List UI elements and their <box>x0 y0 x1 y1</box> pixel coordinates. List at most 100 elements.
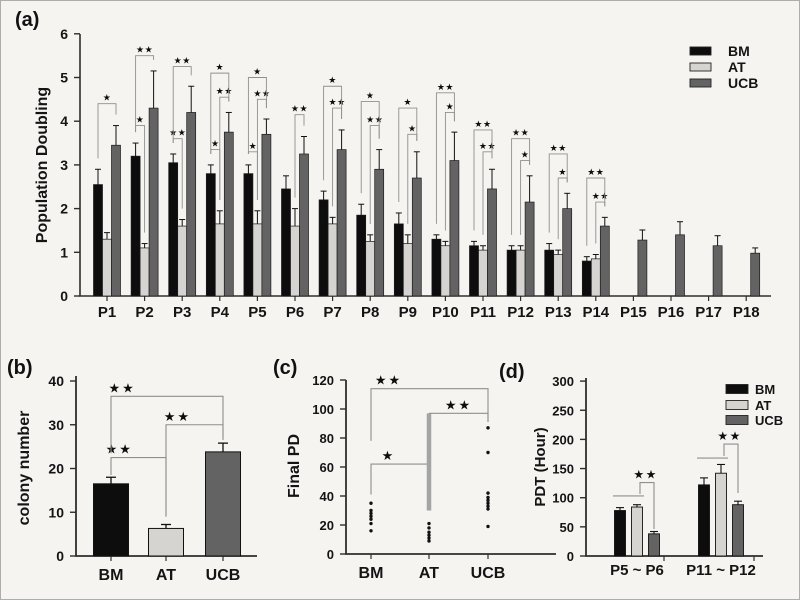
bar-UCB-P17 <box>712 245 723 297</box>
y-tick-label: 200 <box>552 432 574 447</box>
bar-UCB-P16 <box>675 234 685 297</box>
data-point-UCB <box>486 524 490 529</box>
bar-BM-P13 <box>544 249 555 297</box>
data-point-BM <box>369 521 373 526</box>
legend-label-UCB: UCB <box>728 75 758 91</box>
sig-stars: ★ <box>328 76 337 86</box>
sig-stars: ★★ <box>253 89 270 99</box>
y-tick-label: 5 <box>60 70 68 86</box>
data-point-BM <box>369 501 373 505</box>
sig-stars: ★★ <box>445 398 472 413</box>
bar-BM-P8 <box>356 214 367 297</box>
bar-UCB-P13 <box>562 208 573 297</box>
x-category-label: BM <box>359 565 384 582</box>
x-category-label: P15 <box>620 304 647 321</box>
x-category-label: AT <box>419 565 439 582</box>
bar-AT-P6 <box>290 225 300 297</box>
bar-BM-P6 <box>281 188 291 297</box>
sig-stars: ★★ <box>164 410 191 425</box>
sig-stars: ★ <box>211 140 220 150</box>
x-category-label: P11 <box>470 304 496 321</box>
sig-bracket <box>294 114 305 198</box>
y-tick-label: 100 <box>312 402 334 417</box>
bar-BM-P3 <box>168 162 179 297</box>
sig-stars: ★★ <box>437 83 454 93</box>
bar-UCB-P6 <box>299 153 309 297</box>
sig-bracket <box>97 103 117 159</box>
y-tick-label: 80 <box>320 431 334 446</box>
y-tick-label: 0 <box>60 288 68 304</box>
bar-UCB-P9 <box>411 177 422 297</box>
bar-AT-P14 <box>590 258 601 297</box>
legend-swatch-AT <box>725 400 749 410</box>
data-point-UCB <box>486 498 490 503</box>
panel-b-colony-number-chart: 0 10 20 30 40 BM AT UCB ★★ ★★ ★★ colony number <box>16 373 257 584</box>
x-category-label: P4 <box>211 304 230 321</box>
sig-stars: ★★ <box>216 87 233 97</box>
y-tick-label: 3 <box>60 157 68 173</box>
bar-UCB <box>205 451 241 557</box>
sig-stars: ★★ <box>633 468 658 482</box>
sig-stars: ★★ <box>329 98 346 108</box>
bar-AT-0 <box>631 506 643 557</box>
x-category-label: P1 <box>98 304 116 321</box>
data-point-AT <box>427 526 431 530</box>
y-tick-label: 6 <box>60 26 68 42</box>
y-axis-title: PDT (Hour) <box>532 427 549 506</box>
x-category-label: UCB <box>471 565 506 582</box>
bar-AT-P1 <box>102 238 112 297</box>
bar-UCB-P5 <box>261 133 272 297</box>
y-tick-label: 40 <box>320 489 334 504</box>
sig-bracket <box>639 481 655 530</box>
sig-bracket <box>429 412 489 423</box>
legend-label-BM: BM <box>755 382 775 397</box>
sig-stars: ★★ <box>174 57 191 67</box>
bar-AT-P13 <box>553 254 564 297</box>
sig-stars: ★ <box>249 142 258 152</box>
bar-UCB-P15 <box>637 239 648 297</box>
data-point-BM <box>369 508 373 513</box>
bar-BM-P10 <box>431 238 442 297</box>
sig-stars: ★ <box>253 68 262 78</box>
bar-UCB-P18 <box>750 252 761 297</box>
sig-bracket <box>435 92 455 224</box>
bar-UCB-P14 <box>599 225 610 297</box>
sig-stars: ★★ <box>106 443 133 458</box>
sig-stars: ★★ <box>366 116 383 126</box>
bar-AT-P11 <box>478 249 488 297</box>
sig-bracket <box>110 395 224 454</box>
x-category-label: P9 <box>399 304 417 321</box>
y-tick-label: 2 <box>60 201 68 217</box>
y-axis-title: Population Doubling <box>34 87 51 243</box>
sig-stars: ★ <box>136 116 145 126</box>
y-tick-label: 10 <box>48 504 64 520</box>
bar-AT-P2 <box>139 247 150 297</box>
x-category-label: P10 <box>432 304 459 321</box>
sig-bracket <box>586 177 606 246</box>
bar-AT-P5 <box>252 223 263 297</box>
legend-label-BM: BM <box>728 43 750 59</box>
bar-UCB-P2 <box>148 107 159 297</box>
sig-bracket <box>370 388 489 441</box>
y-tick-label: 250 <box>552 403 574 418</box>
bar-UCB-0 <box>648 533 660 557</box>
y-axis-title: colony number <box>16 411 33 526</box>
y-tick-label: 0 <box>327 547 334 562</box>
x-category-label: P13 <box>545 304 572 321</box>
legend-label-AT: AT <box>755 398 771 413</box>
x-category-label: P2 <box>135 304 153 321</box>
bar-BM-P14 <box>581 260 592 297</box>
data-point-AT <box>427 536 431 540</box>
bar-BM-P12 <box>506 249 517 297</box>
bar-UCB-P3 <box>186 112 197 297</box>
sig-bracket <box>511 138 531 235</box>
bar-AT-P7 <box>327 223 338 297</box>
data-point-BM <box>369 514 373 518</box>
x-category-label: P16 <box>658 304 685 321</box>
x-category-label: P14 <box>582 304 609 321</box>
bar-BM-P7 <box>318 199 329 297</box>
y-tick-label: 120 <box>312 373 334 388</box>
bar-UCB-P12 <box>524 201 535 297</box>
bar-BM-0 <box>614 510 626 557</box>
